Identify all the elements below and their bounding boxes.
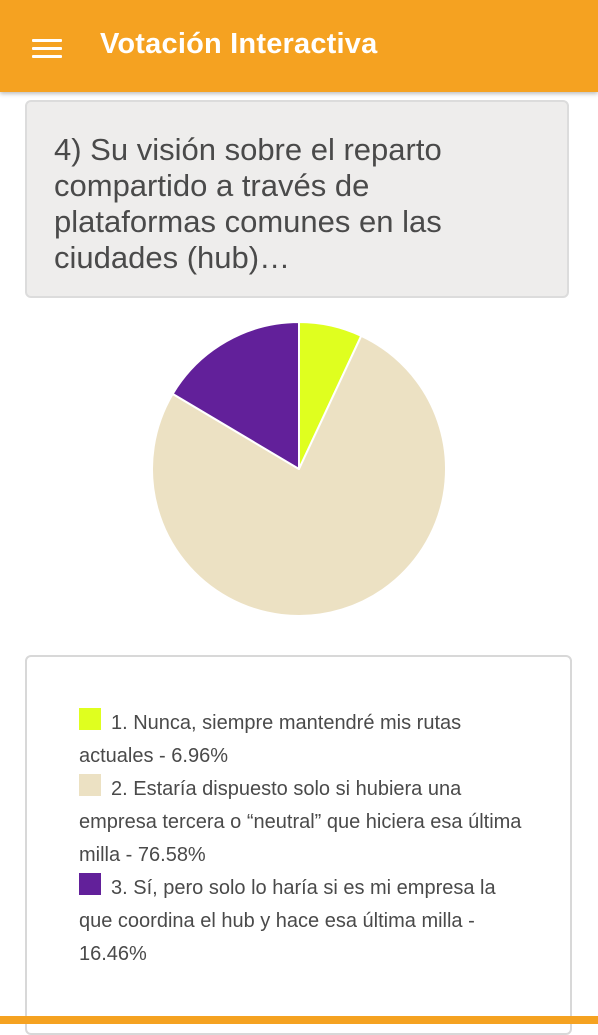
question-text: 4) Su visión sobre el reparto compartido…: [54, 132, 442, 275]
legend-swatch-2: [79, 774, 101, 796]
menu-bar-line: [32, 47, 62, 50]
legend-item-text: 2. Estaría dispuesto solo si hubiera una…: [79, 778, 522, 866]
legend-item-text: 3. Sí, pero solo lo haría si es mi empre…: [79, 877, 496, 965]
pie-chart-container: [150, 320, 448, 618]
pie-slice-3: [171, 321, 300, 470]
question-card: 4) Su visión sobre el reparto compartido…: [25, 100, 569, 298]
bottom-accent-strip: [0, 1016, 598, 1024]
legend-item-text: 1. Nunca, siempre mantendré mis rutas ac…: [79, 712, 462, 767]
app-title: Votación Interactiva: [100, 28, 378, 60]
pie-chart: [151, 321, 447, 617]
menu-bar-line: [32, 55, 62, 58]
app-bar: Votación Interactiva: [0, 0, 598, 92]
menu-bar-line: [32, 39, 62, 42]
hamburger-menu-icon[interactable]: [24, 30, 64, 66]
pie-slice-2: [151, 334, 447, 617]
legend-item: 1. Nunca, siempre mantendré mis rutas ac…: [79, 707, 529, 773]
legend-card: 1. Nunca, siempre mantendré mis rutas ac…: [25, 655, 572, 1035]
legend-swatch-1: [79, 708, 101, 730]
legend-swatch-3: [79, 873, 101, 895]
legend: 1. Nunca, siempre mantendré mis rutas ac…: [79, 707, 529, 971]
legend-item: 2. Estaría dispuesto solo si hubiera una…: [79, 773, 529, 872]
legend-item: 3. Sí, pero solo lo haría si es mi empre…: [79, 872, 529, 971]
